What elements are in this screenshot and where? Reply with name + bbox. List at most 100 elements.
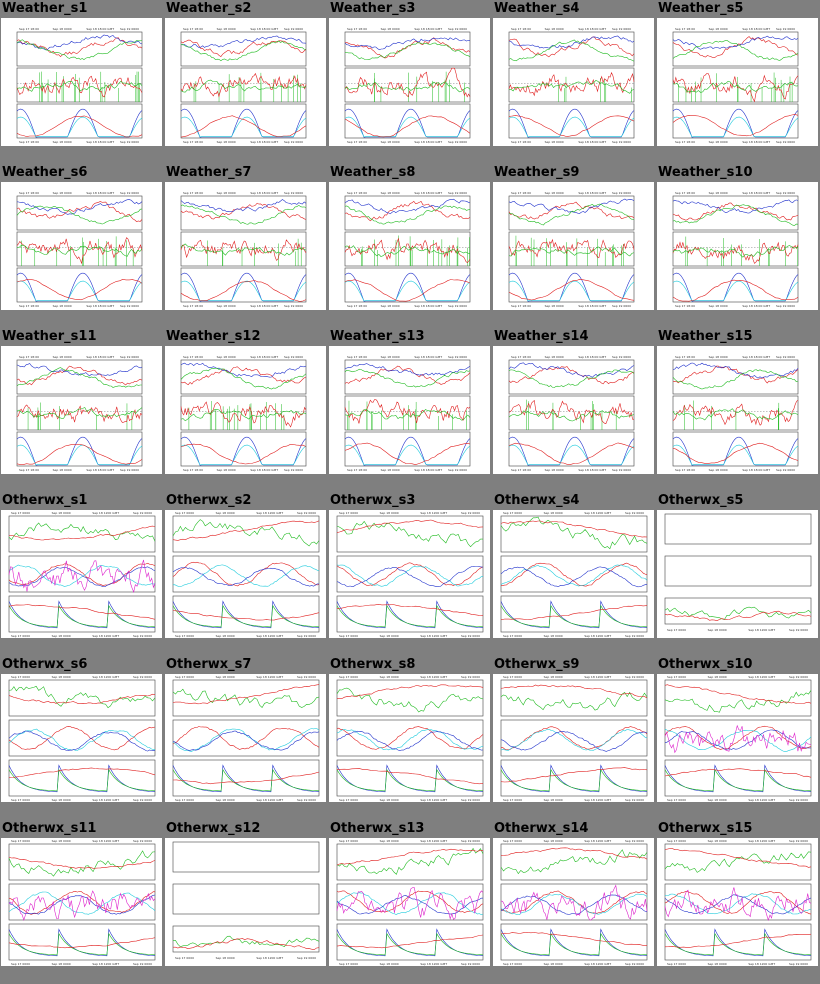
date-tick-label: Sep 19 0000 (133, 675, 152, 679)
solar-panel (16, 267, 143, 303)
station-plot-thumbnail[interactable]: Sep 17 0000 Sep 18 0000 Sep 18 1200 GMT Sep… (657, 674, 818, 802)
date-tick-label: Sep 17 0000 (667, 628, 686, 632)
soil-temp-3-line (500, 731, 648, 752)
soil-temp-3-line (500, 566, 648, 588)
snow-line (336, 847, 484, 875)
wind-panel (672, 395, 799, 431)
date-tick-label: Sep 19 0000 (297, 511, 316, 515)
date-tick-label: Sep 18 1200 GMT (420, 675, 447, 679)
date-tick-label: Sep 19 0600 (612, 468, 631, 472)
soil-moisture-panel (172, 719, 320, 757)
snow-panel (336, 679, 484, 717)
date-tick-label: Sep 18 18:00 GMT (86, 304, 114, 308)
soil-temp-3-line (336, 566, 484, 587)
station-plot-thumbnail[interactable]: Sep 17 18:00 Sep 18 0000 Sep 18 18:00 GMT S… (657, 182, 818, 310)
station-plot-thumbnail[interactable]: Sep 17 0000 Sep 18 0000 Sep 18 1200 GMT Sep… (329, 674, 490, 802)
station-plot-thumbnail[interactable]: Sep 17 0000 Sep 18 0000 Sep 18 1200 GMT Sep… (165, 838, 326, 966)
date-tick-label: Sep 19 0000 (297, 634, 316, 638)
station-plot-thumbnail[interactable]: Sep 17 18:00 Sep 18 0000 Sep 18 18:00 GMT S… (493, 182, 654, 310)
soil-temp-3-line (8, 894, 156, 915)
station-plot-thumbnail[interactable]: Sep 17 0000 Sep 18 0000 Sep 18 1200 GMT Sep… (1, 674, 162, 802)
station-plot-thumbnail[interactable]: Sep 17 18:00 Sep 18 0000 Sep 18 18:00 GMT S… (329, 18, 490, 146)
station-plot-thumbnail[interactable]: Sep 17 18:00 Sep 18 0000 Sep 18 18:00 GMT S… (1, 18, 162, 146)
date-tick-label: Sep 18 1200 GMT (584, 798, 611, 802)
wind-panel (180, 231, 307, 267)
station-cell: Otherwx_s3 Sep 17 0000 Sep 18 0000 Sep 18 … (328, 492, 492, 656)
station-plot-svg: Sep 17 18:00 Sep 18 0000 Sep 18 18:00 GMT S… (508, 27, 635, 144)
humidity-line (180, 367, 307, 390)
soil-temp-1-line (501, 562, 648, 587)
station-plot-thumbnail[interactable]: Sep 17 0000 Sep 18 0000 Sep 18 1200 GMT Sep… (1, 510, 162, 638)
rain-line (508, 278, 635, 301)
wind-panel (16, 231, 143, 267)
station-plot-thumbnail[interactable]: Sep 17 0000 Sep 18 0000 Sep 18 1200 GMT Sep… (329, 838, 490, 966)
humidity-line (16, 205, 143, 225)
station-title: Weather_s5 (658, 1, 744, 16)
station-plot-thumbnail[interactable]: Sep 17 18:00 Sep 18 0000 Sep 18 18:00 GMT S… (657, 18, 818, 146)
solar-line (180, 108, 307, 138)
wind-speed-line (180, 239, 307, 261)
wind-panel (16, 395, 143, 431)
soil-temp-2-line (8, 728, 156, 751)
soil-temp-2-line (500, 564, 648, 587)
station-plot-thumbnail[interactable]: Sep 17 18:00 Sep 18 0000 Sep 18 18:00 GMT S… (1, 182, 162, 310)
station-plot-thumbnail[interactable]: Sep 17 18:00 Sep 18 0000 Sep 18 18:00 GMT S… (165, 182, 326, 310)
date-tick-label: Sep 19 0000 (625, 798, 644, 802)
station-plot-thumbnail[interactable]: Sep 17 0000 Sep 18 0000 Sep 18 1200 GMT Sep… (657, 510, 818, 638)
station-plot-thumbnail[interactable]: Sep 17 0000 Sep 18 0000 Sep 18 1200 GMT Sep… (493, 838, 654, 966)
station-plot-thumbnail[interactable]: Sep 17 0000 Sep 18 0000 Sep 18 1200 GMT Sep… (493, 674, 654, 802)
pressure-line (508, 362, 635, 378)
station-plot-thumbnail[interactable]: Sep 17 18:00 Sep 18 0000 Sep 18 18:00 GMT S… (1, 346, 162, 474)
date-tick-label: Sep 18 1200 GMT (584, 962, 611, 966)
date-tick-label: Sep 18 18:00 GMT (742, 191, 770, 195)
date-tick-label: Sep 18 1200 GMT (420, 839, 447, 843)
wind-speed-line (16, 404, 143, 423)
humidity-line (672, 204, 799, 226)
depth-line (8, 693, 156, 705)
station-plot-thumbnail[interactable]: Sep 17 18:00 Sep 18 0000 Sep 18 18:00 GMT S… (657, 346, 818, 474)
date-tick-label: Sep 18 0000 (381, 27, 400, 31)
date-tick-label: Sep 17 18:00 (511, 27, 531, 31)
humidity-line (344, 205, 471, 225)
date-tick-label: Sep 18 0000 (217, 304, 236, 308)
station-plot-svg: Sep 17 0000 Sep 18 0000 Sep 18 1200 GMT Sep… (664, 839, 812, 966)
station-plot-thumbnail[interactable]: Sep 17 0000 Sep 18 0000 Sep 18 1200 GMT Sep… (493, 510, 654, 638)
station-title: Otherwx_s7 (166, 657, 252, 672)
station-plot-thumbnail[interactable]: Sep 17 0000 Sep 18 0000 Sep 18 1200 GMT Sep… (1, 838, 162, 966)
station-cell: Weather_s11 Sep 17 18:00 Sep 18 0000 Sep 1… (0, 328, 164, 492)
soil-temp-2-line (8, 564, 156, 587)
radiation-panel (500, 595, 648, 633)
date-tick-label: Sep 19 0000 (297, 956, 316, 960)
date-tick-label: Sep 18 18:00 GMT (414, 191, 442, 195)
pressure-line (672, 35, 799, 50)
station-title: Weather_s10 (658, 165, 753, 180)
temperature-line (16, 365, 143, 386)
solar-line (508, 272, 635, 302)
snow-panel (500, 843, 648, 881)
date-tick-label: Sep 18 0000 (217, 140, 236, 144)
pressure-line (16, 363, 143, 377)
station-plot-thumbnail[interactable]: Sep 17 18:00 Sep 18 0000 Sep 18 18:00 GMT S… (493, 18, 654, 146)
temperature-line (8, 604, 156, 620)
rain-line (344, 442, 471, 466)
wind-dir-line (344, 408, 471, 421)
station-plot-thumbnail[interactable]: Sep 17 18:00 Sep 18 0000 Sep 18 18:00 GMT S… (329, 346, 490, 474)
empty-panel (664, 555, 812, 587)
station-plot-thumbnail[interactable]: Sep 17 0000 Sep 18 0000 Sep 18 1200 GMT Sep… (329, 510, 490, 638)
station-plot-thumbnail[interactable]: Sep 17 0000 Sep 18 0000 Sep 18 1200 GMT Sep… (165, 510, 326, 638)
temperature-line (500, 932, 648, 946)
date-tick-label: Sep 19 0000 (789, 962, 808, 966)
date-tick-label: Sep 19 0000 (625, 511, 644, 515)
station-plot-thumbnail[interactable]: Sep 17 18:00 Sep 18 0000 Sep 18 18:00 GMT S… (165, 346, 326, 474)
station-plot-thumbnail[interactable]: Sep 17 18:00 Sep 18 0000 Sep 18 18:00 GMT S… (329, 182, 490, 310)
station-plot-thumbnail[interactable]: Sep 17 18:00 Sep 18 0000 Sep 18 18:00 GMT S… (493, 346, 654, 474)
station-plot-thumbnail[interactable]: Sep 17 0000 Sep 18 0000 Sep 18 1200 GMT Sep… (657, 838, 818, 966)
date-tick-label: Sep 19 0000 (461, 634, 480, 638)
date-tick-label: Sep 18 18:00 GMT (742, 140, 770, 144)
date-tick-label: Sep 18 1200 GMT (420, 511, 447, 515)
radiation-panel (336, 595, 484, 633)
date-tick-label: Sep 17 18:00 (19, 27, 39, 31)
station-plot-thumbnail[interactable]: Sep 17 0000 Sep 18 0000 Sep 18 1200 GMT Sep… (165, 674, 326, 802)
humidity-line (16, 39, 143, 60)
station-plot-thumbnail[interactable]: Sep 17 18:00 Sep 18 0000 Sep 18 18:00 GMT S… (165, 18, 326, 146)
